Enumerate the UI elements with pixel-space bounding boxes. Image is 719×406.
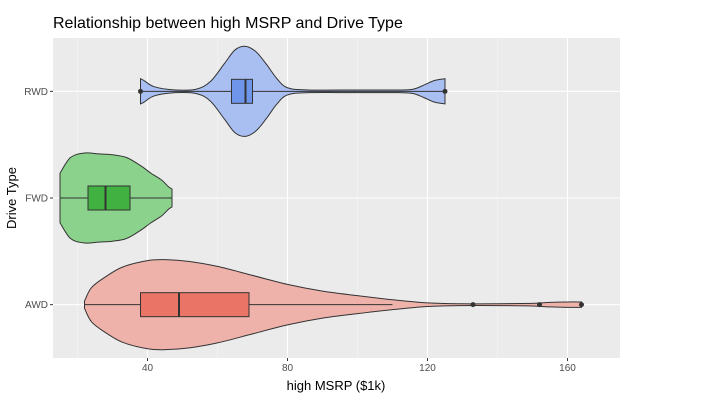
outlier-point: [579, 302, 584, 308]
y-axis: AWD FWD RWD: [24, 87, 53, 311]
box-awd: [140, 292, 250, 318]
x-axis: 40 80 120 160: [142, 358, 576, 374]
box-rwd: [231, 78, 253, 104]
x-tick-label: 80: [282, 363, 294, 374]
x-tick-label: 40: [142, 363, 154, 374]
x-tick-label: 160: [559, 363, 576, 374]
outlier-point: [442, 88, 448, 94]
box-fwd: [87, 185, 131, 211]
outlier-layer: [138, 88, 584, 308]
y-tick-label: RWD: [24, 87, 48, 98]
x-axis-title: high MSRP ($1k): [287, 378, 386, 393]
boxplot-layer: [60, 78, 445, 318]
y-axis-title: Drive Type: [4, 167, 19, 229]
outlier-point: [138, 88, 143, 94]
x-tick-label: 120: [419, 363, 436, 374]
outlier-point: [537, 302, 542, 308]
chart-title: Relationship between high MSRP and Drive…: [53, 15, 403, 32]
outlier-point: [470, 302, 476, 308]
y-tick-label: FWD: [25, 194, 48, 205]
y-tick-label: AWD: [25, 300, 48, 311]
